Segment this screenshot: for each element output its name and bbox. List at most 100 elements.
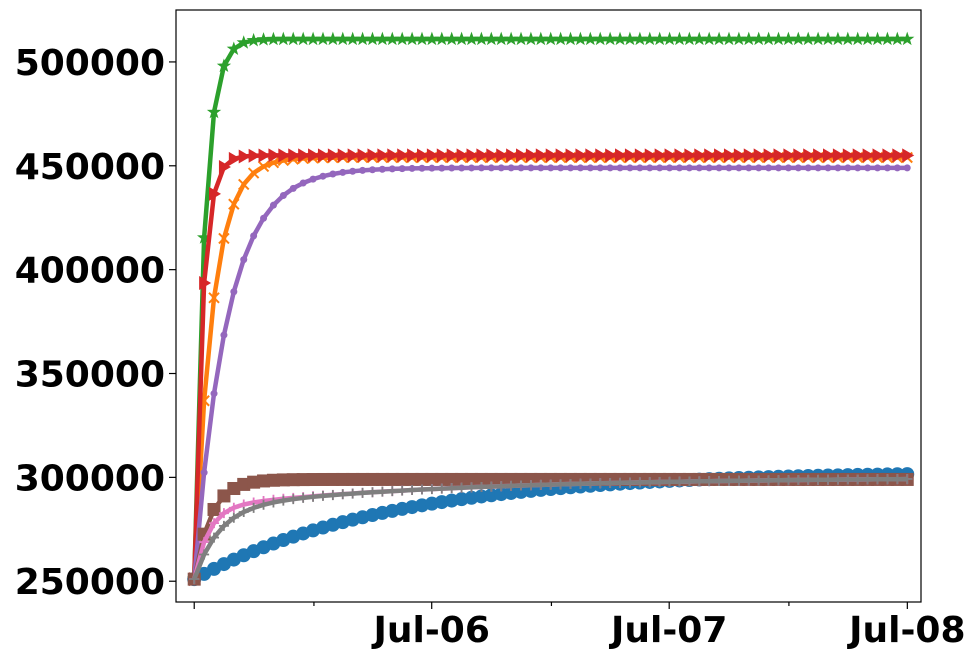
data-point	[357, 148, 370, 163]
data-point	[585, 148, 598, 163]
data-point	[533, 31, 548, 46]
data-point	[842, 474, 853, 485]
data-point	[783, 475, 794, 486]
data-point	[714, 148, 727, 163]
data-point	[248, 148, 261, 163]
data-point	[434, 31, 449, 46]
data-point	[216, 58, 232, 72]
data-point	[268, 497, 279, 508]
data-point	[486, 481, 497, 492]
data-point	[228, 512, 239, 523]
x-tick-label: Jul-06	[371, 610, 490, 651]
data-point	[731, 31, 746, 46]
data-point	[646, 164, 654, 172]
data-point	[563, 31, 578, 46]
data-point	[407, 148, 420, 163]
data-point	[537, 164, 545, 172]
data-point	[456, 482, 467, 493]
data-point	[209, 186, 222, 201]
data-point	[296, 31, 311, 46]
data-point	[704, 148, 717, 163]
data-point	[684, 476, 695, 487]
data-point	[763, 475, 774, 486]
data-point	[476, 481, 487, 492]
data-point	[725, 164, 733, 172]
data-point	[634, 477, 645, 488]
data-point	[326, 472, 340, 486]
data-point	[227, 481, 241, 495]
data-point	[308, 491, 319, 502]
data-point	[200, 469, 208, 477]
data-point	[286, 473, 300, 487]
data-point	[794, 164, 802, 172]
data-point	[612, 31, 628, 46]
data-point	[632, 31, 647, 46]
data-point	[854, 164, 862, 172]
data-point	[238, 149, 251, 164]
data-point	[615, 148, 628, 163]
data-point	[685, 164, 693, 172]
data-point	[626, 164, 634, 172]
data-point	[356, 472, 370, 486]
data-point	[476, 148, 489, 163]
data-point	[474, 31, 489, 46]
data-point	[516, 480, 527, 491]
data-point	[474, 472, 488, 486]
data-point	[465, 472, 479, 486]
data-point	[793, 475, 804, 486]
data-point	[418, 164, 426, 172]
data-point	[218, 520, 229, 531]
data-point	[388, 165, 396, 173]
data-point	[405, 31, 420, 46]
data-point	[674, 148, 687, 163]
series-8	[189, 474, 913, 585]
data-point	[494, 31, 509, 46]
data-point	[345, 31, 360, 46]
data-point	[547, 164, 555, 172]
data-point	[567, 164, 575, 172]
data-point	[755, 164, 763, 172]
data-point	[298, 492, 309, 503]
data-point	[751, 31, 766, 46]
data-point	[605, 478, 616, 489]
data-point	[823, 148, 836, 163]
data-point	[545, 479, 556, 490]
data-point	[317, 490, 328, 501]
data-point	[803, 148, 816, 163]
series-line	[191, 155, 908, 580]
data-point	[723, 475, 734, 486]
data-point	[329, 170, 337, 178]
data-point	[504, 31, 519, 46]
data-point	[377, 486, 388, 497]
data-point	[238, 507, 249, 518]
data-point	[228, 151, 241, 166]
data-point	[573, 31, 588, 46]
x-tick-label: Jul-08	[846, 610, 965, 651]
data-point	[197, 230, 212, 244]
data-point	[367, 487, 378, 498]
data-point	[523, 31, 539, 46]
data-point	[199, 537, 210, 548]
data-point	[517, 164, 525, 172]
data-point	[850, 31, 865, 46]
series-line	[191, 153, 908, 580]
data-point	[426, 148, 439, 163]
data-point	[902, 474, 913, 485]
data-point	[862, 474, 873, 485]
data-point	[892, 474, 903, 485]
data-point	[813, 148, 826, 163]
data-point	[595, 478, 606, 489]
data-point	[209, 518, 220, 529]
data-point	[714, 476, 725, 487]
data-point	[325, 31, 340, 46]
data-point	[359, 166, 367, 174]
data-point	[741, 31, 756, 46]
data-point	[557, 164, 565, 172]
data-point	[704, 476, 715, 487]
data-point	[506, 148, 519, 163]
data-point	[217, 489, 231, 503]
data-point	[844, 164, 852, 172]
data-point	[715, 164, 723, 172]
data-point	[656, 164, 664, 172]
data-point	[269, 201, 277, 209]
